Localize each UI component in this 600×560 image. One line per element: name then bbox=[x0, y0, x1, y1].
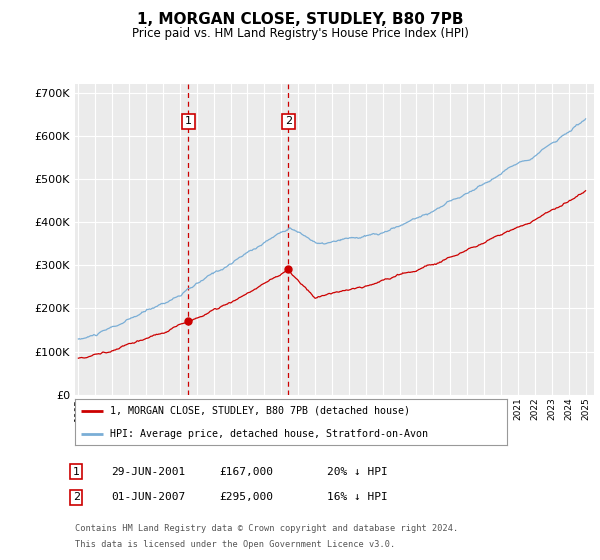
Text: 1, MORGAN CLOSE, STUDLEY, B80 7PB: 1, MORGAN CLOSE, STUDLEY, B80 7PB bbox=[137, 12, 463, 27]
Text: 29-JUN-2001: 29-JUN-2001 bbox=[111, 466, 185, 477]
Text: 2: 2 bbox=[285, 116, 292, 127]
Text: Price paid vs. HM Land Registry's House Price Index (HPI): Price paid vs. HM Land Registry's House … bbox=[131, 27, 469, 40]
Text: 1, MORGAN CLOSE, STUDLEY, B80 7PB (detached house): 1, MORGAN CLOSE, STUDLEY, B80 7PB (detac… bbox=[110, 406, 410, 416]
Text: 1: 1 bbox=[185, 116, 192, 127]
Text: £167,000: £167,000 bbox=[219, 466, 273, 477]
Text: 2: 2 bbox=[73, 492, 80, 502]
Text: 01-JUN-2007: 01-JUN-2007 bbox=[111, 492, 185, 502]
Text: 1: 1 bbox=[73, 466, 80, 477]
Text: 20% ↓ HPI: 20% ↓ HPI bbox=[327, 466, 388, 477]
Text: Contains HM Land Registry data © Crown copyright and database right 2024.: Contains HM Land Registry data © Crown c… bbox=[75, 524, 458, 533]
Text: £295,000: £295,000 bbox=[219, 492, 273, 502]
Text: This data is licensed under the Open Government Licence v3.0.: This data is licensed under the Open Gov… bbox=[75, 540, 395, 549]
Text: HPI: Average price, detached house, Stratford-on-Avon: HPI: Average price, detached house, Stra… bbox=[110, 429, 428, 438]
Text: 16% ↓ HPI: 16% ↓ HPI bbox=[327, 492, 388, 502]
